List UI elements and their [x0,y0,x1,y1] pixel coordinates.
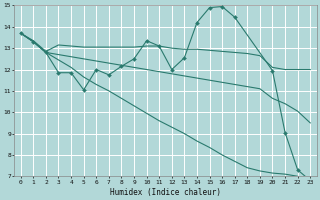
X-axis label: Humidex (Indice chaleur): Humidex (Indice chaleur) [110,188,221,197]
